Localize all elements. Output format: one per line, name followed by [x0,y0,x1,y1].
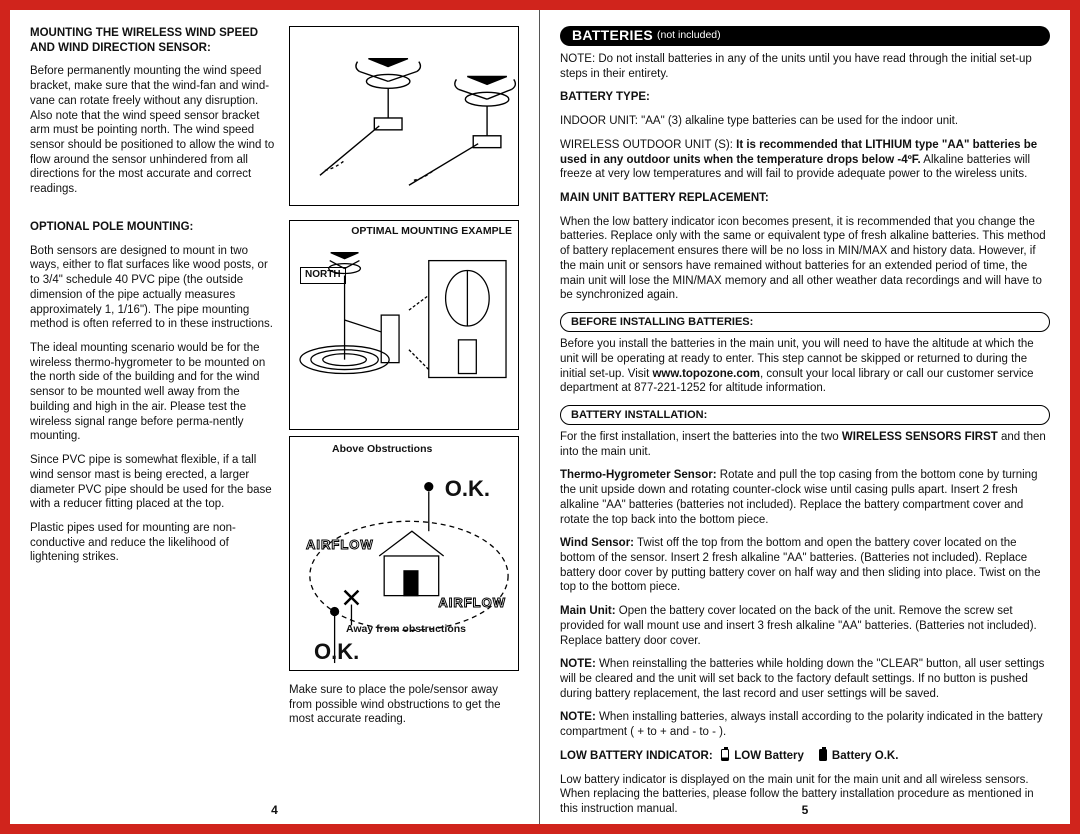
before-installing-bar: BEFORE INSTALLING BATTERIES: [560,312,1050,332]
left-upper-row: MOUNTING THE WIRELESS WIND SPEED AND WIN… [30,26,519,206]
battery-type-outdoor: WIRELESS OUTDOOR UNIT (S): It is recomme… [560,138,1050,182]
bi-b: www.topozone.com [652,368,760,380]
n2-b: When reinstalling the batteries while ho… [560,658,1044,699]
lbi-heading: LOW BATTERY INDICATOR: [560,750,713,762]
ws-a: Wind Sensor: [560,537,634,549]
battery-type-indoor: INDOOR UNIT: "AA" (3) alkaline type batt… [560,114,1050,129]
ok-battery-icon [819,749,827,761]
page-4: MOUNTING THE WIRELESS WIND SPEED AND WIN… [10,10,540,824]
note-initial: NOTE: Do not install batteries in any of… [560,52,1050,81]
bt2-a: WIRELESS OUTDOOR UNIT (S): [560,139,736,151]
mu-b: Open the battery cover located on the ba… [560,605,1037,646]
label-airflow-2: AIRFLOW [438,595,506,612]
battery-installation-bar: BATTERY INSTALLATION: [560,405,1050,425]
inst1-b: WIRELESS SENSORS FIRST [842,431,998,443]
figure-stack: OPTIMAL MOUNTING EXAMPLE NORTH [289,220,519,736]
lbi-low-label: LOW Battery [734,750,804,762]
batteries-title: BATTERIES [572,27,653,45]
para-before-installing: Before you install the batteries in the … [560,337,1050,396]
page-number-4: 4 [271,803,278,818]
para-note-polarity: NOTE: When installing batteries, always … [560,710,1050,739]
batteries-subtitle: (not included) [657,29,721,42]
mu-a: Main Unit: [560,605,616,617]
para-main-unit: Main Unit: Open the battery cover locate… [560,604,1050,648]
heading-main-replacement: MAIN UNIT BATTERY REPLACEMENT: [560,191,1050,206]
para-pole-2: The ideal mounting scenario would be for… [30,341,275,444]
low-battery-icon [721,749,729,761]
label-above-obstructions: Above Obstructions [332,443,432,456]
heading-battery-type: BATTERY TYPE: [560,90,1050,105]
page-5: BATTERIES (not included) NOTE: Do not in… [540,10,1070,824]
left-lower-text: OPTIONAL POLE MOUNTING: Both sensors are… [30,220,275,736]
heading-pole-mounting: OPTIONAL POLE MOUNTING: [30,220,275,235]
low-battery-indicator-line: LOW BATTERY INDICATOR: LOW Battery Batte… [560,749,1050,764]
lbi-ok-label: Battery O.K. [832,750,898,762]
para-note-clear: NOTE: When reinstalling the batteries wh… [560,657,1050,701]
n3-a: NOTE: [560,711,596,723]
para-pole-4: Plastic pipes used for mounting are non-… [30,521,275,565]
figure-sensor-mounting [289,26,519,206]
n2-a: NOTE: [560,658,596,670]
para-pole-3: Since PVC pipe is somewhat flexible, if … [30,453,275,512]
label-airflow-1: AIRFLOW [306,537,374,554]
battery-installation-label: BATTERY INSTALLATION: [571,408,707,422]
label-away-obstructions: Away from obstructions [346,623,466,636]
before-installing-label: BEFORE INSTALLING BATTERIES: [571,315,753,329]
heading-mounting: MOUNTING THE WIRELESS WIND SPEED AND WIN… [30,26,275,55]
page-number-5: 5 [802,803,809,818]
figure-caption: Make sure to place the pole/sensor away … [289,683,519,727]
para-main-replacement: When the low battery indicator icon beco… [560,215,1050,303]
left-upper-text: MOUNTING THE WIRELESS WIND SPEED AND WIN… [30,26,275,206]
figure-obstructions: Above Obstructions O.K. AIRFLOW AIRFLOW … [289,436,519,671]
left-lower-row: OPTIONAL POLE MOUNTING: Both sensors are… [30,220,519,736]
ths-a: Thermo-Hygrometer Sensor: [560,469,717,481]
para-thermo-sensor: Thermo-Hygrometer Sensor: Rotate and pul… [560,468,1050,527]
para-pole-1: Both sensors are designed to mount in tw… [30,244,275,332]
label-ok-bottom: O.K. [314,638,359,666]
page-spread: MOUNTING THE WIRELESS WIND SPEED AND WIN… [10,10,1070,824]
label-ok-top: O.K. [445,475,490,503]
inst1-a: For the first installation, insert the b… [560,431,842,443]
para-mounting: Before permanently mounting the wind spe… [30,64,275,196]
n3-b: When installing batteries, always instal… [560,711,1043,738]
para-install-first: For the first installation, insert the b… [560,430,1050,459]
manual-spread: MOUNTING THE WIRELESS WIND SPEED AND WIN… [0,0,1080,834]
figure-optimal-mounting: OPTIMAL MOUNTING EXAMPLE NORTH [289,220,519,430]
para-wind-sensor: Wind Sensor: Twist off the top from the … [560,536,1050,595]
batteries-header-bar: BATTERIES (not included) [560,26,1050,46]
